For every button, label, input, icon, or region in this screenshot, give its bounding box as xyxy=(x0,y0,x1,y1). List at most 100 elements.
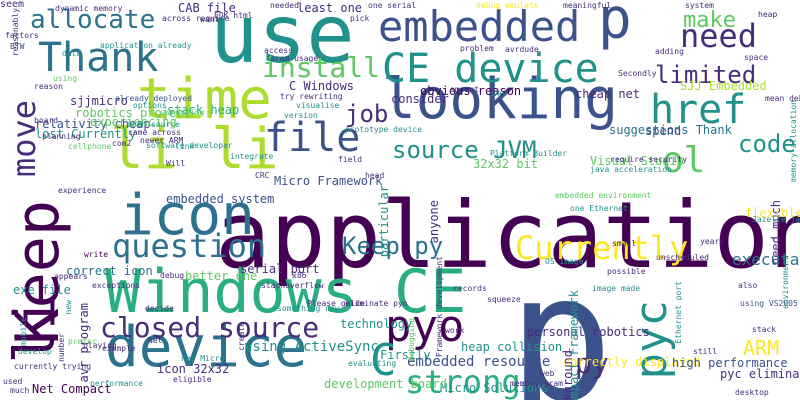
word-169: require security xyxy=(610,155,688,164)
word-64: robotics project xyxy=(75,106,191,120)
word-58: flexible xyxy=(745,206,800,220)
word-150: appears xyxy=(54,272,88,281)
word-84: CRC xyxy=(255,171,270,180)
word-54: Micro Solutions xyxy=(440,381,549,395)
word-149: head xyxy=(365,171,385,180)
word-133: still xyxy=(693,347,718,356)
word-131: also xyxy=(738,281,758,290)
word-105: prefer xyxy=(68,337,97,346)
word-57: executable shows xyxy=(732,250,800,269)
word-168: space xyxy=(744,53,769,62)
word-96: write xyxy=(84,250,109,259)
word-71: want xyxy=(200,15,220,24)
word-107: desktop xyxy=(735,388,769,397)
word-30: code xyxy=(738,130,796,158)
word-135: squeeze xyxy=(487,295,521,304)
word-82: link xyxy=(175,142,195,151)
word-68: stack heap xyxy=(167,103,240,117)
word-126: Secondly xyxy=(618,69,657,78)
word-170: planning xyxy=(42,132,81,141)
word-70: EDK html xyxy=(214,11,253,20)
word-127: avrdude xyxy=(505,45,539,54)
word-175: software developer xyxy=(146,141,233,150)
word-32: limited xyxy=(655,61,757,89)
word-86: spend xyxy=(645,124,682,138)
word-83: integrate xyxy=(230,152,274,161)
word-0: p xyxy=(508,238,614,400)
word-122: needed xyxy=(270,1,299,10)
word-80: version xyxy=(284,111,318,120)
word-10: CE device xyxy=(382,46,599,92)
word-51: serial port xyxy=(240,262,320,276)
word-152: debug xyxy=(160,271,185,280)
word-85: Visual Studio xyxy=(590,154,684,168)
word-117: com2 xyxy=(112,139,132,148)
word-25: Keep py xyxy=(342,232,444,260)
word-182: reasonably xyxy=(11,8,20,57)
word-74: one serial xyxy=(368,1,417,10)
word-73: least one xyxy=(297,1,363,15)
word-142: factors xyxy=(5,31,39,40)
word-38: suggestions Thank xyxy=(609,123,732,137)
word-23: ol xyxy=(662,140,706,181)
word-65: lost Currently xyxy=(35,127,137,141)
word-106: develop xyxy=(18,347,52,356)
word-62: relativity cheap xyxy=(35,117,151,131)
word-130: unscheduled xyxy=(656,253,709,262)
word-34: py xyxy=(575,347,609,380)
word-151: exceptions xyxy=(92,281,141,290)
word-115: experience xyxy=(58,186,107,195)
word-88: anyone xyxy=(427,200,441,244)
word-110: Compact Framework xyxy=(567,290,581,400)
word-101: heap collision xyxy=(461,340,563,354)
word-174: new xyxy=(64,300,73,315)
word-9: li li xyxy=(110,117,279,182)
word-123: access xyxy=(264,46,293,55)
word-66: board xyxy=(34,116,59,125)
word-102: example xyxy=(102,344,136,353)
word-50: exe file xyxy=(13,283,71,297)
word-4: device xyxy=(105,315,308,380)
word-33: C xyxy=(370,335,397,386)
word-78: try rewriting xyxy=(280,92,343,101)
word-48: embedded system xyxy=(166,192,275,206)
word-46: icon 32x32 xyxy=(157,362,230,376)
word-16: href xyxy=(650,87,747,133)
word-87: particular xyxy=(377,185,391,258)
word-132: stack xyxy=(752,325,777,334)
word-28: install xyxy=(262,51,381,84)
word-52: using VS2005 xyxy=(740,299,798,308)
word-141: Jazelle java xyxy=(752,215,800,224)
word-42: embedded resource xyxy=(407,354,551,370)
word-118: Will xyxy=(166,159,186,168)
word-77: already deployed xyxy=(115,94,193,103)
word-143: BTW xyxy=(10,42,25,51)
word-171: came across xyxy=(128,128,181,137)
word-13: Thank xyxy=(38,35,159,81)
word-136: records xyxy=(453,284,487,293)
word-167: adding xyxy=(655,47,684,56)
word-36: ARM xyxy=(743,336,780,360)
word-29: allocate xyxy=(30,5,156,35)
word-114: currently trying xyxy=(14,362,92,371)
word-113: debugging xyxy=(407,318,416,362)
word-17: Currently xyxy=(515,229,689,267)
word-164: environment xyxy=(781,256,790,309)
word-31: make xyxy=(683,8,736,33)
word-163: number xyxy=(57,333,66,362)
word-124: system xyxy=(685,1,714,10)
word-125: heap xyxy=(758,10,778,19)
word-81: prototype device xyxy=(345,125,423,134)
word-154: playing xyxy=(83,341,117,350)
word-139: OS image xyxy=(545,257,584,266)
word-41: C Windows xyxy=(289,79,355,93)
word-21: need xyxy=(680,17,758,55)
word-59: consider xyxy=(391,92,449,106)
word-100: Firstly xyxy=(380,348,431,362)
word-55: development board xyxy=(324,377,447,391)
word-184: seem xyxy=(0,0,25,10)
word-157: much xyxy=(10,386,30,395)
word-99: evaluating xyxy=(348,359,397,368)
word-63: sjjmicro xyxy=(70,94,128,108)
